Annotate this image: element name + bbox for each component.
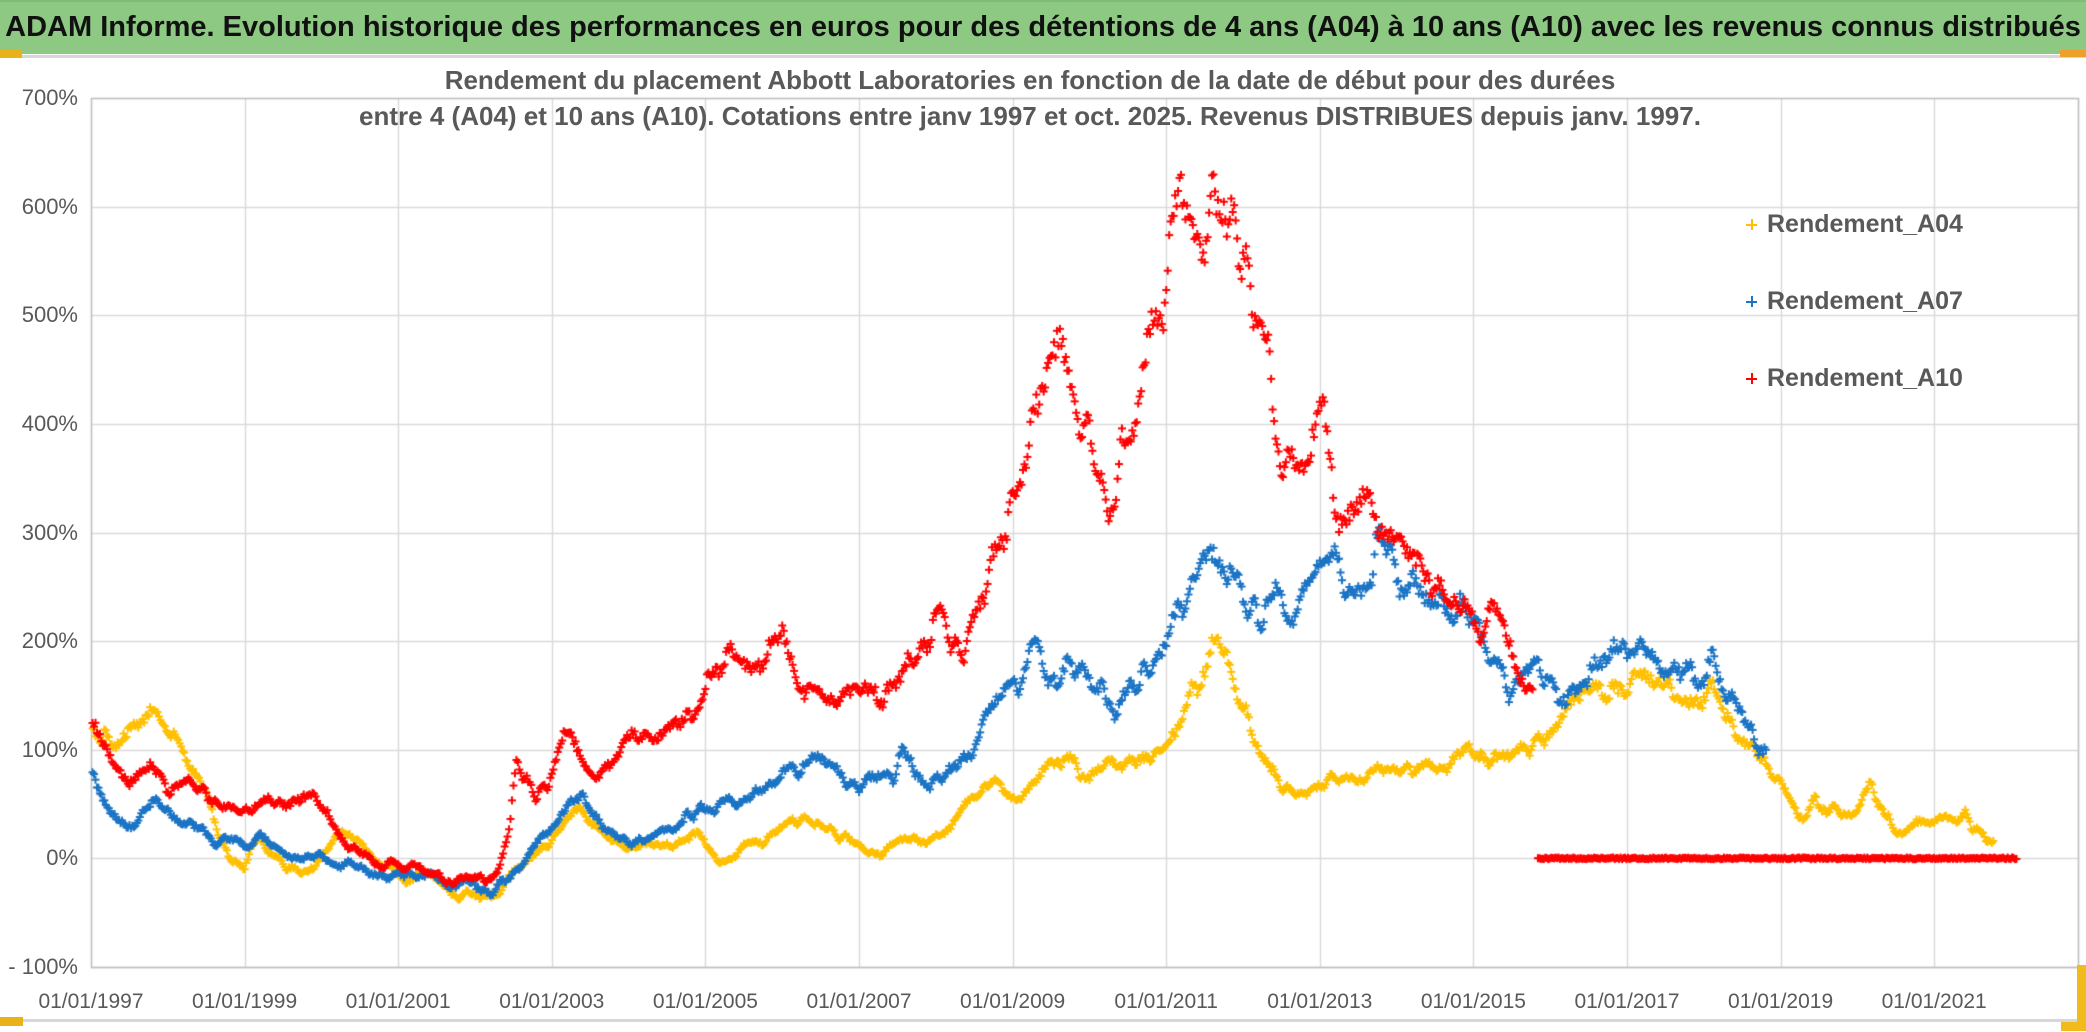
y-tick-label: 200% xyxy=(21,628,78,654)
chart-title: Rendement du placement Abbott Laboratori… xyxy=(0,62,2060,134)
plus-marker-icon xyxy=(1746,373,1757,384)
title-bar: ADAM Informe. Evolution historique des p… xyxy=(0,0,2086,54)
x-tick-label: 01/01/2019 xyxy=(1728,990,1834,1013)
plus-marker-icon xyxy=(1746,219,1757,230)
y-tick-label: 600% xyxy=(21,193,78,219)
y-tick-label: 400% xyxy=(21,410,78,436)
x-tick-label: 01/01/2021 xyxy=(1881,990,1987,1013)
plus-marker-icon xyxy=(1746,296,1757,307)
legend-label: Rendement_A07 xyxy=(1767,287,1963,315)
x-tick-label: 01/01/2003 xyxy=(499,990,605,1013)
legend-label: Rendement_A04 xyxy=(1767,210,1963,238)
x-tick-label: 01/01/2009 xyxy=(960,990,1066,1013)
y-tick-label: 500% xyxy=(21,302,78,328)
gold-accent-bottom-right-horizontal xyxy=(2061,1022,2086,1031)
y-tick-label: - 100% xyxy=(8,954,78,979)
x-tick-label: 01/01/2017 xyxy=(1574,990,1680,1013)
gold-accent-bottom-right-vertical xyxy=(2077,965,2086,1025)
y-tick-label: 700% xyxy=(21,85,78,110)
x-tick-label: 01/01/2007 xyxy=(806,990,912,1013)
bottom-divider xyxy=(0,1019,2086,1022)
top-divider xyxy=(0,55,2086,58)
legend-item-rendement_a07[interactable]: Rendement_A07 xyxy=(1746,287,1963,316)
y-tick-label: 0% xyxy=(46,845,78,871)
orange-accent-top-right xyxy=(2060,50,2086,57)
x-tick-label: 01/01/2011 xyxy=(1114,990,1218,1013)
x-tick-label: 01/01/2015 xyxy=(1420,990,1526,1013)
scatter-plot-canvas[interactable] xyxy=(0,58,2086,1008)
x-tick-label: 01/01/1999 xyxy=(192,990,298,1013)
y-tick-label: 300% xyxy=(21,519,78,545)
legend-item-rendement_a04[interactable]: Rendement_A04 xyxy=(1746,210,1963,239)
y-tick-label: 100% xyxy=(21,736,78,762)
legend-item-rendement_a10[interactable]: Rendement_A10 xyxy=(1746,364,1963,393)
legend-label: Rendement_A10 xyxy=(1767,364,1963,392)
chart-area[interactable]: Rendement du placement Abbott Laboratori… xyxy=(0,58,2086,1013)
page-title: ADAM Informe. Evolution historique des p… xyxy=(5,11,2081,43)
x-tick-label: 01/01/1997 xyxy=(38,990,144,1013)
x-tick-label: 01/01/2001 xyxy=(345,990,451,1013)
x-tick-label: 01/01/2013 xyxy=(1267,990,1373,1013)
gold-accent-top-left xyxy=(0,50,22,58)
chart-title-line2: entre 4 (A04) et 10 ans (A10). Cotations… xyxy=(359,101,1701,131)
chart-title-line1: Rendement du placement Abbott Laboratori… xyxy=(444,65,1616,95)
x-tick-label: 01/01/2005 xyxy=(652,990,758,1013)
gold-accent-bottom-left xyxy=(0,1017,23,1026)
